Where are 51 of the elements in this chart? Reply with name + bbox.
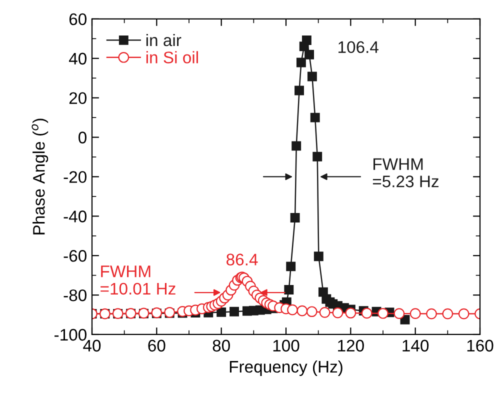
point [394, 308, 405, 319]
point [378, 308, 388, 319]
point [361, 308, 372, 319]
annotation: 86.4 [226, 254, 258, 266]
legend-label: in Si oil [146, 51, 198, 64]
x-tick-label: 80 [212, 340, 230, 352]
x-axis-title: Frequency (Hz) [230, 360, 342, 376]
y-tick-label: -100 [54, 328, 86, 341]
point [286, 262, 296, 272]
point [312, 152, 322, 162]
point [304, 50, 314, 60]
y-tick-label: -60 [64, 250, 86, 262]
point [216, 307, 226, 317]
point [314, 252, 324, 262]
y-tick-label: 0 [78, 132, 86, 144]
point [290, 213, 300, 222]
x-tick-label: 100 [273, 340, 300, 352]
legend-label: in air [146, 34, 182, 46]
point [296, 58, 306, 68]
point [307, 72, 317, 82]
point [442, 308, 454, 320]
annotation: FWHM =10.01 Hz [100, 266, 176, 295]
point [294, 86, 304, 96]
y-tick-label: -20 [64, 171, 86, 183]
point [410, 308, 421, 319]
point [230, 306, 239, 316]
x-tick-label: 40 [83, 340, 101, 352]
point [292, 141, 302, 151]
point [345, 308, 356, 318]
point [426, 308, 437, 320]
x-tick-label: 160 [467, 340, 494, 352]
point [296, 305, 308, 316]
point [458, 308, 470, 320]
point [319, 306, 330, 318]
point [287, 304, 298, 316]
y-axis-title: Phase Angle ($^{o}$) [32, 118, 48, 234]
point [284, 285, 294, 294]
point [332, 307, 344, 318]
point [306, 306, 318, 318]
point [310, 112, 320, 122]
point [302, 36, 312, 45]
x-tick-label: 120 [338, 340, 364, 352]
x-tick-label: 140 [402, 340, 429, 352]
annotation: FWHM =5.23 Hz [372, 158, 438, 188]
y-tick-label: 40 [68, 52, 86, 65]
x-tick-label: 60 [148, 340, 166, 352]
y-tick-label: -80 [64, 289, 86, 302]
annotation: 106.4 [338, 41, 378, 54]
y-tick-label: 60 [69, 13, 86, 26]
y-tick-label: -40 [64, 210, 86, 222]
y-tick-label: 20 [69, 92, 86, 104]
